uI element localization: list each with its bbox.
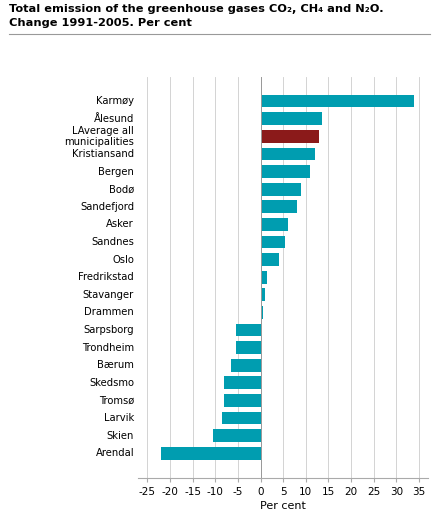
Bar: [260, 201, 296, 213]
Text: Change 1991-2005. Per cent: Change 1991-2005. Per cent: [9, 18, 191, 29]
Bar: [260, 218, 287, 231]
Bar: [222, 412, 260, 425]
Bar: [260, 306, 262, 319]
Bar: [161, 447, 260, 459]
Bar: [260, 148, 314, 161]
Bar: [260, 235, 285, 248]
Bar: [260, 253, 278, 266]
X-axis label: Per cent: Per cent: [260, 501, 305, 511]
Bar: [212, 429, 260, 442]
Bar: [260, 130, 318, 143]
Bar: [224, 376, 260, 389]
Bar: [260, 95, 413, 108]
Bar: [230, 359, 260, 372]
Bar: [235, 324, 260, 336]
Bar: [224, 394, 260, 407]
Bar: [260, 112, 321, 125]
Bar: [260, 165, 310, 178]
Bar: [260, 271, 267, 284]
Bar: [260, 288, 265, 301]
Bar: [235, 341, 260, 354]
Text: Total emission of the greenhouse gases CO₂, CH₄ and N₂O.: Total emission of the greenhouse gases C…: [9, 4, 382, 14]
Bar: [260, 183, 300, 195]
